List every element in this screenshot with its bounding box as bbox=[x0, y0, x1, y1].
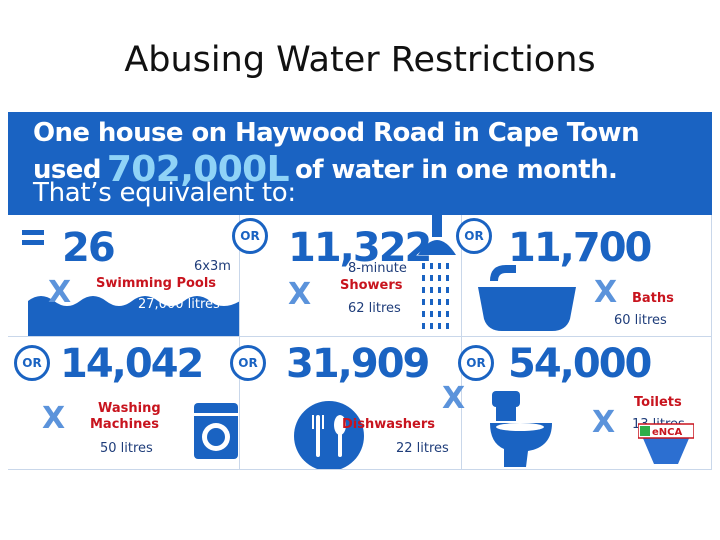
cell-baths bbox=[462, 215, 712, 337]
or-badge-3: OR bbox=[14, 345, 50, 381]
times-icon-washing: X bbox=[42, 401, 66, 436]
number-toilets: 54,000 bbox=[508, 341, 652, 387]
cell-showers bbox=[240, 215, 462, 337]
banner-of-water-text: of water in one month. bbox=[294, 155, 618, 185]
number-swimming-pools: 26 bbox=[62, 225, 116, 271]
banner-line-3: That’s equivalent to: bbox=[33, 178, 296, 208]
shower-head-icon bbox=[418, 215, 456, 329]
logo-text: eNCA bbox=[652, 427, 682, 438]
times-icon-baths: X bbox=[594, 275, 618, 310]
label-showers: Showers bbox=[340, 278, 403, 293]
number-washing-machines: 14,042 bbox=[60, 341, 204, 387]
label-washing-line1: Washing bbox=[98, 401, 161, 416]
label-swimming-pools: Swimming Pools bbox=[96, 276, 217, 291]
infographic: One house on Haywood Road in Cape Town u… bbox=[8, 112, 712, 470]
amount-baths: 60 litres bbox=[614, 313, 667, 328]
washing-machine-icon bbox=[194, 403, 238, 459]
times-icon-pools: X bbox=[48, 275, 72, 310]
plate-cutlery-icon bbox=[294, 401, 364, 469]
label-washing-line2: Machines bbox=[90, 417, 159, 432]
enca-logo: eNCA bbox=[638, 422, 694, 466]
label-baths: Baths bbox=[632, 291, 674, 306]
number-baths: 11,700 bbox=[508, 225, 652, 271]
banner-used-text: used bbox=[33, 155, 101, 185]
or-badge-2: OR bbox=[456, 218, 492, 254]
amount-swimming-pools: 27,000 litres bbox=[138, 297, 220, 312]
or-badge-4: OR bbox=[230, 345, 266, 381]
banner-total-volume: 702,000L bbox=[106, 149, 290, 190]
label-showers-duration: 8-minute bbox=[348, 261, 407, 276]
equals-icon bbox=[22, 230, 44, 246]
times-icon-toilets: X bbox=[592, 405, 616, 440]
label-dishwashers: Dishwashers bbox=[342, 417, 435, 432]
cell-dishwashers bbox=[240, 337, 462, 470]
pool-dimension: 6x3m bbox=[194, 259, 231, 274]
banner-line-1: One house on Haywood Road in Cape Town bbox=[33, 118, 640, 148]
times-icon-showers: X bbox=[288, 277, 312, 312]
or-badge-5: OR bbox=[458, 345, 494, 381]
cell-toilets bbox=[462, 337, 712, 470]
cell-washing-machines bbox=[8, 337, 240, 470]
number-showers: 11,322 bbox=[288, 225, 432, 271]
toilet-icon bbox=[490, 391, 552, 467]
amount-showers: 62 litres bbox=[348, 301, 401, 316]
cell-swimming-pools bbox=[8, 215, 240, 337]
number-dishwashers: 31,909 bbox=[286, 341, 430, 387]
banner-line-2: used 702,000L of water in one month. bbox=[33, 146, 618, 190]
label-toilets: Toilets bbox=[634, 395, 682, 410]
banner: One house on Haywood Road in Cape Town u… bbox=[8, 112, 712, 215]
pool-water-icon bbox=[28, 296, 239, 336]
amount-dishwashers: 22 litres bbox=[396, 441, 449, 456]
bathtub-icon bbox=[478, 265, 576, 331]
times-icon-dishwashers: X bbox=[442, 381, 466, 416]
amount-washing-machines: 50 litres bbox=[100, 441, 153, 456]
or-badge-1: OR bbox=[232, 218, 268, 254]
slide-title: Abusing Water Restrictions bbox=[124, 40, 596, 80]
